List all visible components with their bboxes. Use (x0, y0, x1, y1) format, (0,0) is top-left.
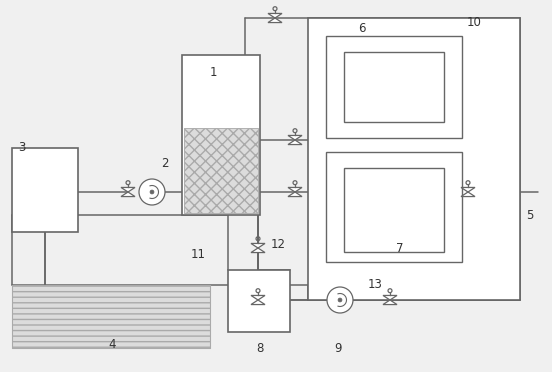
Circle shape (150, 190, 154, 194)
Bar (12, 285, 210, 348)
Polygon shape (461, 187, 475, 192)
Polygon shape (251, 295, 265, 300)
Polygon shape (288, 192, 302, 196)
Polygon shape (121, 192, 135, 196)
Polygon shape (461, 192, 475, 196)
Bar (184, 128, 258, 213)
Bar (326, 152, 462, 262)
Polygon shape (268, 18, 282, 23)
Text: 8: 8 (256, 341, 264, 355)
Bar (12, 148, 78, 232)
Polygon shape (251, 300, 265, 305)
Polygon shape (251, 243, 265, 248)
Text: 2: 2 (161, 157, 169, 170)
Polygon shape (288, 187, 302, 192)
Bar (12, 285, 210, 348)
Text: 5: 5 (526, 208, 534, 221)
Bar (344, 168, 444, 252)
Polygon shape (288, 140, 302, 145)
Polygon shape (268, 13, 282, 18)
Polygon shape (121, 187, 135, 192)
Polygon shape (383, 295, 397, 300)
Bar (184, 128, 258, 213)
Text: 4: 4 (108, 339, 116, 352)
Bar (344, 52, 444, 122)
Bar (326, 36, 462, 138)
Polygon shape (251, 248, 265, 253)
Polygon shape (288, 135, 302, 140)
Text: 3: 3 (18, 141, 26, 154)
Text: 9: 9 (335, 341, 342, 355)
Circle shape (338, 298, 342, 302)
Bar (182, 55, 260, 215)
Text: 11: 11 (190, 248, 205, 262)
Text: 7: 7 (396, 241, 404, 254)
Circle shape (139, 179, 165, 205)
Text: 10: 10 (466, 16, 481, 29)
Text: 1: 1 (209, 65, 217, 78)
Polygon shape (383, 300, 397, 305)
Text: 12: 12 (270, 237, 285, 250)
Text: 13: 13 (368, 279, 383, 292)
Circle shape (327, 287, 353, 313)
Text: 6: 6 (358, 22, 366, 35)
Bar (308, 18, 520, 300)
Bar (228, 270, 290, 332)
